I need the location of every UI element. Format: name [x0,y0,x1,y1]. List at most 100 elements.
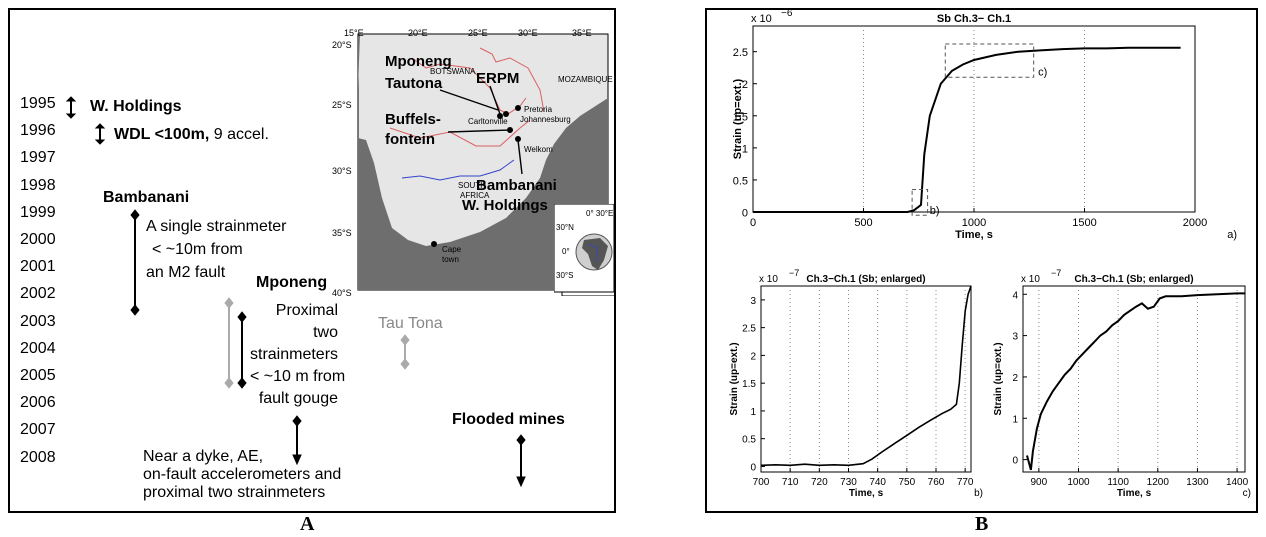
axis-exponent: x 10 [759,274,778,285]
inset-lat: 30°S [556,271,573,280]
year-label: 1999 [20,203,56,221]
x-tick-label: 720 [811,477,828,488]
site-dot [515,136,521,142]
zoom-box-c [944,43,1035,78]
country-botswana: BOTSWANA [430,67,476,76]
x-tick-label: 700 [753,477,770,488]
label-mponeng: Mponeng [256,274,328,291]
zoom-box-label: c) [1038,66,1047,78]
mponeng-line: strainmeters [250,346,339,363]
y-tick-label: 3 [750,296,756,307]
marker-tautona [400,334,410,370]
bambanani-line: A single strainmeter [146,218,287,235]
site-dot [515,105,521,111]
bambanani-line: < ~10m from [152,241,243,258]
x-axis-label: Time, s [955,229,993,241]
x-tick-label: 1300 [1186,477,1209,488]
x-tick-label: 0 [750,217,756,229]
year-label: 2000 [20,231,56,248]
y-tick-label: 2.5 [742,324,756,335]
lon-tick: 20°E [408,28,428,38]
mponeng-description: Proximal two strainmeters < ~10 m from f… [250,300,345,410]
mine-buffels1: Buffels- [385,111,441,128]
axis-exponent-power: −7 [1051,268,1061,278]
chart-title: Ch.3−Ch.1 (Sb; enlarged) [1074,274,1193,285]
x-tick-label: 1100 [1107,477,1129,488]
axis-exponent: x 10 [1021,274,1040,285]
x-axis-label: Time, s [1117,488,1152,499]
x-tick-label: 770 [957,477,974,488]
panel-corner-label: a) [1227,229,1237,241]
y-tick-label: 2 [750,351,756,362]
year-label: 2002 [20,285,56,303]
chart-title: Ch.3−Ch.1 (Sb; enlarged) [806,274,925,285]
panel-label-a: A [300,513,315,535]
y-tick-label: 3 [1012,332,1018,343]
y-axis-label: Strain (up=ext.) [732,78,744,159]
plot-area [760,285,972,473]
plot-area [1022,285,1246,473]
x-tick-label: 1000 [962,217,986,229]
axis-exponent-power: −6 [781,10,793,19]
inset-globe: 0° 30°E 30°N 0° 30°S [554,204,615,293]
mine-wholdings: W. Holdings [462,197,548,214]
year-label: 1996 [20,122,56,140]
lon-tick: 25°E [468,28,488,38]
lon-tick: 30°E [518,28,538,38]
inset-lat: 0° [562,247,570,256]
leader-line [447,129,511,133]
dyke-line: Near a dyke, AE, [143,448,264,465]
mine-mponeng: Mponeng [385,53,452,70]
year-label: 1998 [20,176,56,194]
label-flooded: Flooded mines [452,411,565,428]
x-axis-label: Time, s [849,488,884,499]
inset-lon: 0° 30°E [586,209,613,218]
zoom-box-label: b) [930,205,940,217]
city-town: town [442,255,459,264]
year-label: 2007 [20,421,56,439]
lat-tick: 40°S [332,288,352,296]
marker-wholdings [65,96,77,119]
mine-bambanani: Bambanani [476,177,557,194]
mine-tautona: Tautona [385,75,443,92]
leader-line [517,139,523,175]
y-axis-label: Strain (up=ext.) [729,342,740,415]
chart-title: Sb Ch.3− Ch.1 [937,13,1011,25]
series-line [1026,292,1245,471]
y-tick-label: 2 [742,79,748,91]
year-label: 2001 [20,258,56,276]
y-tick-label: 0.5 [733,175,748,187]
lat-tick: 20°S [332,40,352,50]
site-dot [431,241,437,247]
country-mozambique: MOZAMBIQUE [558,75,613,84]
africa-shape [582,238,608,270]
label-bambanani: Bambanani [103,189,190,206]
y-tick-label: 1.5 [733,111,748,123]
y-tick-label: 4 [1012,290,1018,301]
panel-corner-label: b) [974,488,983,499]
x-tick-label: 2000 [1183,217,1207,229]
x-tick-label: 500 [854,217,872,229]
marker-mponeng-black [237,311,247,389]
city-carltonville: Carltonville [468,117,508,126]
dyke-line: on-fault accelerometers and [143,466,342,483]
lat-tick: 35°S [332,228,352,238]
lon-tick: 15°E [344,28,364,38]
label-wdl: WDL <100m, 9 accel. [114,126,269,144]
y-axis-label: Strain (up=ext.) [993,342,1004,415]
mponeng-line: Proximal two [275,302,338,341]
site-dot [507,127,513,133]
y-tick-label: 1 [1012,414,1018,425]
city-welkom: Welkom [524,145,553,154]
site-dot [503,111,509,117]
year-label: 2004 [20,339,56,357]
y-tick-label: 0 [1012,456,1018,467]
border-line [389,119,531,147]
x-tick-label: 900 [1031,477,1048,488]
panel-corner-label: c) [1243,488,1251,499]
inset-lat: 30°N [556,223,574,232]
marker-wdl [94,123,106,145]
border-line [479,47,545,113]
y-tick-label: 2 [1012,373,1018,384]
country-africa: AFRICA [460,191,490,200]
